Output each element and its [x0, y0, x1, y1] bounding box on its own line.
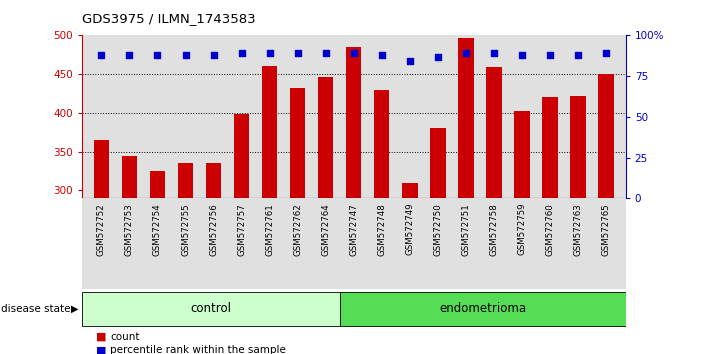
Point: [208, 52, 219, 58]
Text: GSM572747: GSM572747: [349, 203, 358, 256]
Text: percentile rank within the sample: percentile rank within the sample: [110, 346, 286, 354]
Text: GSM572751: GSM572751: [461, 203, 471, 256]
Point: [432, 54, 444, 59]
Text: GSM572754: GSM572754: [153, 203, 162, 256]
Bar: [542, 97, 557, 198]
Text: GSM572760: GSM572760: [545, 203, 555, 256]
Point: [404, 59, 415, 64]
Bar: [82, 292, 340, 326]
Point: [264, 51, 275, 56]
Text: GSM572765: GSM572765: [602, 203, 611, 256]
Text: GSM572750: GSM572750: [433, 203, 442, 256]
Bar: [599, 74, 614, 198]
Bar: [178, 163, 193, 198]
Point: [516, 52, 528, 58]
Text: GSM572753: GSM572753: [125, 203, 134, 256]
Text: GSM572749: GSM572749: [405, 203, 415, 255]
Point: [151, 52, 163, 58]
Text: GSM572764: GSM572764: [321, 203, 330, 256]
Point: [600, 51, 611, 56]
Text: GSM572758: GSM572758: [489, 203, 498, 256]
Text: ▶: ▶: [71, 304, 78, 314]
Bar: [486, 67, 502, 198]
Bar: [122, 156, 137, 198]
Point: [376, 52, 387, 58]
Text: disease state: disease state: [1, 304, 71, 314]
Bar: [234, 114, 250, 198]
Bar: [262, 67, 277, 198]
Text: GSM572761: GSM572761: [265, 203, 274, 256]
Point: [180, 52, 191, 58]
Text: control: control: [191, 302, 231, 315]
Point: [545, 52, 556, 58]
Bar: [570, 96, 586, 198]
Bar: [402, 183, 417, 198]
Point: [348, 51, 359, 56]
Text: GSM572762: GSM572762: [293, 203, 302, 256]
Bar: [374, 90, 390, 198]
Point: [236, 51, 247, 56]
Text: GSM572748: GSM572748: [378, 203, 386, 256]
Text: ■: ■: [96, 332, 107, 342]
Point: [488, 51, 500, 56]
Bar: [458, 38, 474, 198]
Point: [320, 51, 331, 56]
Text: GSM572752: GSM572752: [97, 203, 106, 256]
Text: GDS3975 / ILMN_1743583: GDS3975 / ILMN_1743583: [82, 12, 255, 25]
Text: GSM572756: GSM572756: [209, 203, 218, 256]
Point: [292, 51, 304, 56]
Text: GSM572759: GSM572759: [518, 203, 526, 255]
Point: [572, 52, 584, 58]
Bar: [94, 140, 109, 198]
Bar: [430, 128, 446, 198]
Bar: [205, 162, 221, 198]
Bar: [290, 88, 305, 198]
Text: count: count: [110, 332, 139, 342]
Point: [96, 52, 107, 58]
Bar: [346, 47, 361, 198]
Text: GSM572755: GSM572755: [181, 203, 190, 256]
Bar: [514, 112, 530, 198]
Text: ■: ■: [96, 346, 107, 354]
Point: [460, 51, 471, 56]
Bar: [318, 77, 333, 198]
Bar: [150, 171, 165, 198]
Text: GSM572763: GSM572763: [574, 203, 582, 256]
Text: GSM572757: GSM572757: [237, 203, 246, 256]
Text: endometrioma: endometrioma: [439, 302, 526, 315]
Bar: [340, 292, 626, 326]
Point: [124, 52, 135, 58]
